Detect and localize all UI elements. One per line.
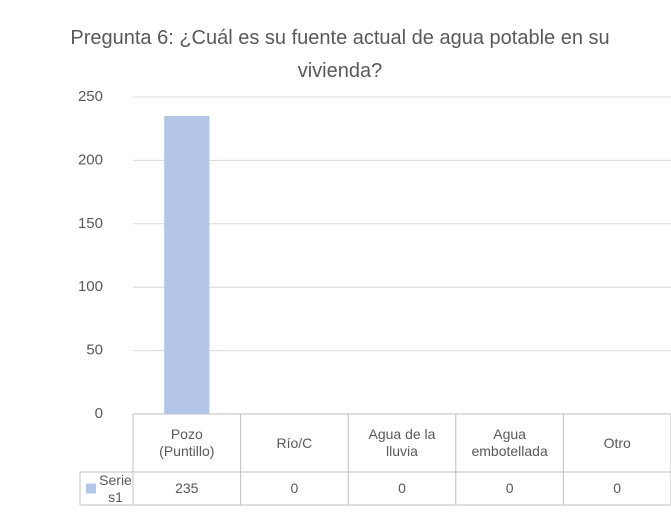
- y-tick-label: 150: [78, 215, 103, 232]
- x-tick-label: Pozo (Puntillo): [159, 426, 215, 459]
- x-tick-label: Río/C: [276, 434, 313, 451]
- x-tick-label: Agua embotellada: [471, 426, 548, 459]
- table-value: 0: [613, 480, 622, 496]
- x-tick-label: Agua de la lluvia: [368, 426, 436, 459]
- bar: [164, 116, 210, 415]
- table-value: 0: [290, 480, 299, 496]
- chart-title: Pregunta 6: ¿Cuál es su fuente actual de…: [70, 27, 610, 82]
- table-value: 235: [175, 480, 199, 496]
- y-tick-label: 0: [95, 405, 103, 422]
- table-value: 0: [505, 480, 514, 496]
- legend-key: [86, 483, 96, 494]
- table-value: 0: [398, 480, 406, 496]
- y-tick-label: 100: [78, 278, 103, 295]
- legend-label: Series1: [99, 471, 132, 505]
- y-tick-label: 250: [78, 88, 103, 105]
- y-tick-label: 200: [78, 151, 103, 168]
- y-tick-label: 50: [86, 342, 103, 359]
- x-tick-label: Otro: [603, 434, 631, 451]
